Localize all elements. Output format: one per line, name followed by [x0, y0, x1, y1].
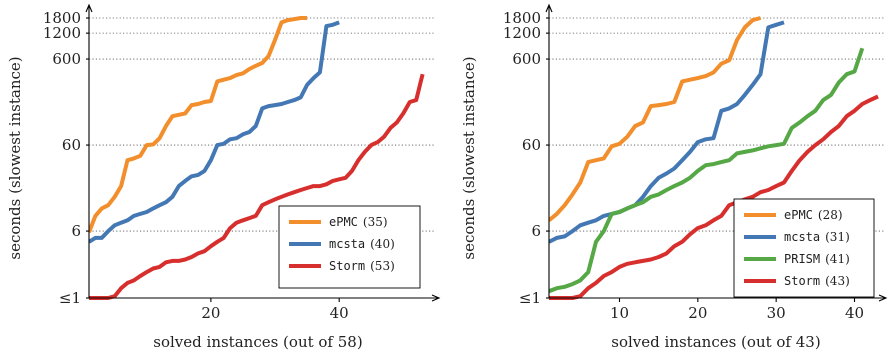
- y-tick-label: 1200: [43, 24, 81, 42]
- x-axis-arrow: [431, 294, 441, 302]
- legend-entry: Storm (43): [784, 274, 850, 288]
- legend-series-name: ePMC: [784, 208, 813, 222]
- y-axis-title: seconds (slowest instance): [460, 56, 478, 259]
- y-tick-label: 1200: [503, 24, 541, 42]
- x-tick-label: 30: [767, 304, 786, 322]
- y-tick-label: 6: [531, 222, 541, 240]
- y-axis-title: seconds (slowest instance): [6, 56, 24, 259]
- series-group: [549, 16, 879, 300]
- legend-series-count: (31): [825, 230, 850, 244]
- x-tick-label: 20: [201, 304, 220, 322]
- x-tick-label: 40: [845, 304, 864, 322]
- y-axis-arrow: [85, 3, 93, 13]
- series-line-storm: [549, 94, 879, 300]
- series-line-mcsta: [549, 20, 785, 244]
- y-tick-label: 1800: [43, 9, 81, 27]
- y-axis-arrow: [545, 3, 553, 13]
- y-tick-label: 1800: [503, 9, 541, 27]
- x-tick-label: 10: [610, 304, 629, 322]
- legend: ePMC (35) mcsta (40) Storm (53): [278, 205, 421, 289]
- legend-entry: Storm (53): [329, 259, 395, 273]
- x-axis-arrow: [878, 294, 888, 302]
- x-tick-label: 20: [688, 304, 707, 322]
- legend-series-name: Storm: [784, 274, 820, 288]
- legend-series-name: PRISM: [784, 252, 820, 266]
- series-line-mcsta: [89, 20, 340, 244]
- legend-entry: mcsta (40): [329, 237, 395, 251]
- series-line-storm: [89, 73, 425, 300]
- series-group: [89, 16, 425, 300]
- legend-box: [278, 205, 421, 289]
- legend-series-count: (41): [825, 252, 850, 266]
- y-tick-label: 6: [71, 222, 81, 240]
- x-tick-label: 40: [330, 304, 349, 322]
- legend: ePMC (28) mcsta (31) PRISM (41) Storm (43): [733, 198, 875, 298]
- x-axis-title: solved instances (out of 58): [153, 333, 362, 351]
- legend-series-count: (53): [370, 259, 395, 273]
- y-tick-label: 60: [522, 136, 541, 154]
- legend-series-count: (40): [370, 237, 395, 251]
- legend-series-count: (43): [825, 274, 850, 288]
- legend-series-name: ePMC: [329, 215, 358, 229]
- legend-series-name: Storm: [329, 259, 365, 273]
- legend-entry: PRISM (41): [784, 252, 850, 266]
- series-line-epmc: [89, 16, 308, 234]
- legend-series-name: mcsta: [784, 230, 820, 244]
- legend-entry: ePMC (35): [329, 215, 388, 229]
- legend-entry: mcsta (31): [784, 230, 850, 244]
- legend-series-count: (28): [818, 208, 843, 222]
- series-line-epmc: [549, 16, 762, 222]
- legend-series-count: (35): [363, 215, 388, 229]
- y-tick-label: ≤1: [59, 289, 81, 307]
- y-tick-label: 600: [512, 50, 541, 68]
- legend-entry: ePMC (28): [784, 208, 843, 222]
- series-line-prism: [549, 47, 865, 294]
- y-tick-label: ≤1: [519, 289, 541, 307]
- legend-series-name: mcsta: [329, 237, 365, 251]
- y-tick-label: 600: [52, 50, 81, 68]
- x-axis-title: solved instances (out of 43): [611, 333, 820, 351]
- y-tick-label: 60: [62, 136, 81, 154]
